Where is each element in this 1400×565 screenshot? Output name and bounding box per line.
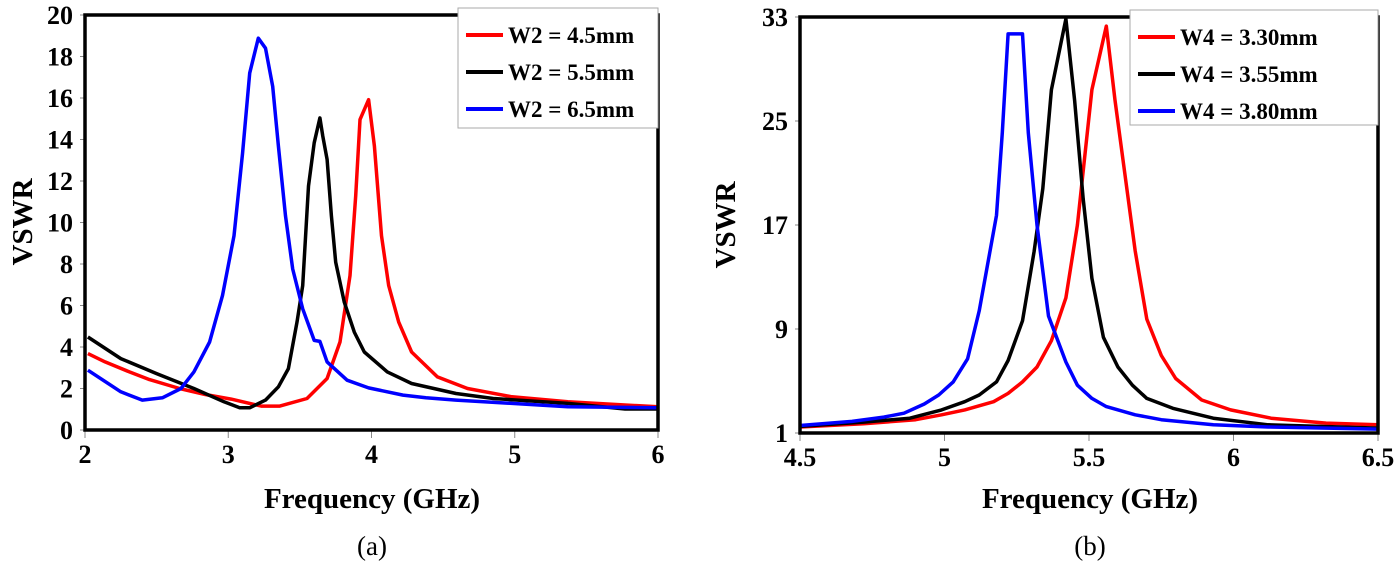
y-tick-label: 25 [762,107,788,136]
legend-entry: W4 = 3.80mm [1180,99,1318,124]
plot-frame [83,13,660,432]
y-tick-label: 33 [762,3,788,32]
y-tick-label: 18 [47,43,73,72]
x-tick-label: 4 [365,440,378,469]
legend-entry: W2 = 6.5mm [508,97,634,122]
chart-panel-a: VSWR Frequency (GHz) (a) 024681012141618… [7,1,665,561]
panel-caption: (a) [357,531,387,561]
x-tick-label: 5 [508,440,521,469]
y-tick-label: 6 [60,292,73,321]
x-axis-label: Frequency (GHz) [982,483,1198,515]
legend-box [1129,9,1379,126]
x-tick-label: 2 [79,440,92,469]
x-tick-label: 6.5 [1362,443,1395,472]
x-tick-label: 6 [1227,443,1240,472]
y-tick-label: 8 [60,250,73,279]
y-tick-label: 4 [60,333,73,362]
x-tick-label: 5.5 [1073,443,1106,472]
legend-entry: W4 = 3.30mm [1180,25,1318,50]
x-tick-label: 3 [222,440,235,469]
series-line-1 [87,97,658,409]
series-line-2 [86,116,658,411]
x-tick-label: 4.5 [784,443,817,472]
y-axis-label: VSWR [7,177,39,265]
legend-entry: W2 = 5.5mm [508,60,634,85]
series-line-3 [800,32,1378,431]
y-tick-label: 10 [47,209,73,238]
x-tick-label: 5 [938,443,951,472]
legend-entry: W2 = 4.5mm [508,23,634,48]
y-axis-label: VSWR [710,180,742,268]
panel-caption: (b) [1074,531,1105,561]
legend: W4 = 3.30mm W4 = 3.55mm W4 = 3.80mm [1129,9,1379,126]
series-line-2 [800,17,1378,430]
y-tick-label: 14 [47,126,73,155]
legend-entry: W4 = 3.55mm [1180,62,1318,87]
chart-panel-b: VSWR Frequency (GHz) (b) 1 9 17 25 33 4.5 5 5.5… [710,3,1394,561]
series-line-3 [86,36,658,410]
plot-frame [798,15,1380,435]
y-tick-label: 9 [775,315,788,344]
y-tick-label: 2 [60,375,73,404]
legend: W2 = 4.5mm W2 = 5.5mm W2 = 6.5mm [457,7,659,129]
y-tick-label: 0 [60,416,73,445]
x-tick-label: 6 [652,440,665,469]
y-tick-label: 12 [47,167,73,196]
y-tick-label: 20 [47,1,73,30]
y-tick-label: 17 [762,211,788,240]
series-line-1 [800,24,1378,429]
y-tick-label: 16 [47,84,73,113]
y-tick-label: 1 [775,419,788,448]
x-axis-label: Frequency (GHz) [264,483,480,515]
